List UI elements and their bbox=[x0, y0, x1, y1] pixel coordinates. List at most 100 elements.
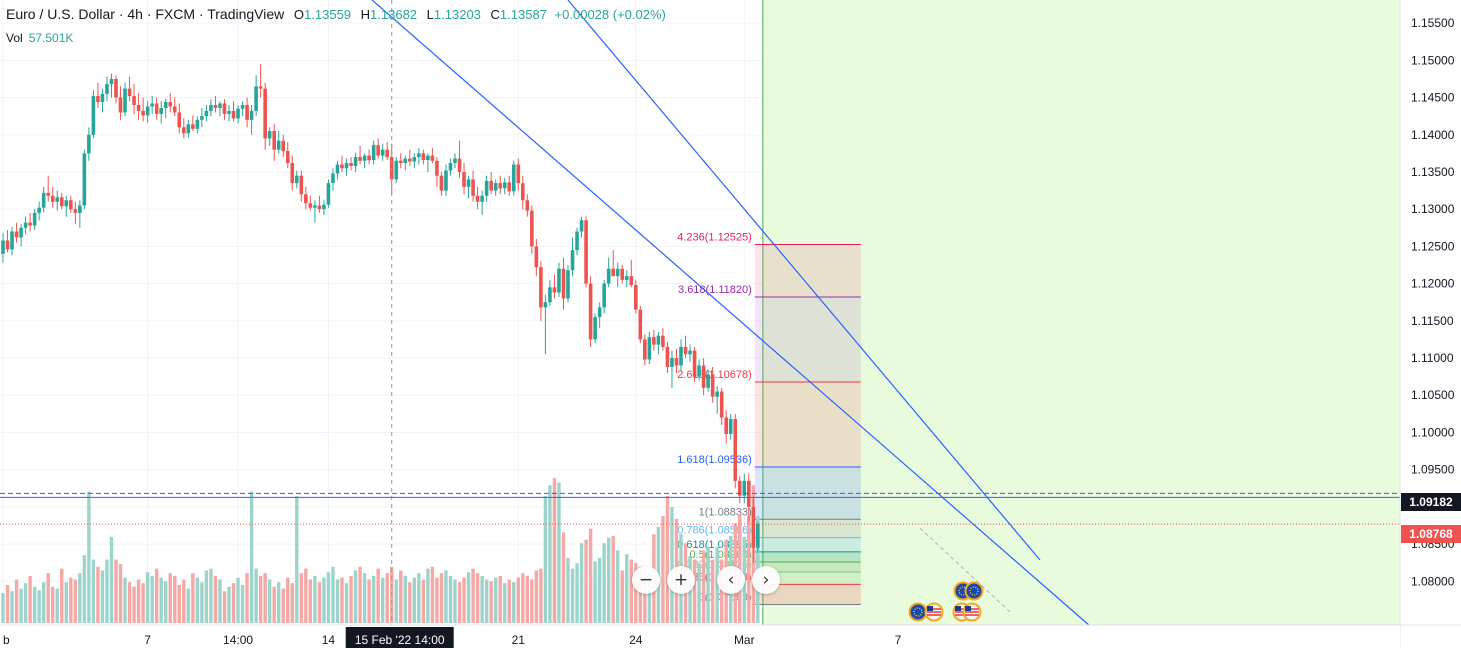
candle-body bbox=[602, 283, 606, 308]
candle-body bbox=[353, 157, 358, 167]
candle-body bbox=[426, 155, 430, 161]
volume-bar bbox=[272, 586, 276, 623]
price-axis[interactable]: 1.15500 1.15000 1.14500 1.14000 1.13500 1.130… bbox=[1399, 0, 1461, 648]
volume-bar bbox=[218, 579, 222, 623]
fib-level-label: 0.786(1.08586) bbox=[677, 525, 752, 537]
target-zone bbox=[762, 0, 1400, 625]
fib-band bbox=[754, 551, 861, 562]
zoom-out-button[interactable]: − bbox=[632, 566, 660, 594]
eu-flag-circle bbox=[908, 602, 928, 622]
volume-bar bbox=[561, 532, 566, 623]
candle-body bbox=[444, 170, 448, 191]
volume-legend: Vol 57.501K bbox=[6, 31, 73, 45]
candle-body bbox=[222, 103, 227, 114]
candle-body bbox=[742, 480, 747, 496]
trend-channel[interactable] bbox=[371, 0, 1091, 627]
candle-body bbox=[118, 97, 123, 113]
candle-body bbox=[23, 222, 28, 228]
candle-body bbox=[249, 110, 254, 120]
time-tick-label: 14:00 bbox=[223, 633, 253, 647]
candle-body bbox=[154, 103, 159, 114]
candle-body bbox=[317, 205, 322, 210]
volume-bar bbox=[530, 579, 534, 623]
candle-body bbox=[50, 195, 55, 202]
volume-bar bbox=[417, 573, 421, 623]
time-tick-label: 7 bbox=[144, 633, 151, 647]
volume-bar bbox=[516, 577, 520, 623]
volume-bar bbox=[46, 573, 50, 623]
close-value: 1.13587 bbox=[499, 7, 547, 22]
volume-bar bbox=[616, 550, 620, 623]
candle-body bbox=[493, 183, 498, 191]
volume-bar bbox=[719, 559, 724, 623]
candle-body bbox=[525, 200, 530, 211]
fib-level-label: 2.618(1.10678) bbox=[677, 369, 752, 381]
volume-bar bbox=[236, 577, 240, 623]
candle-body bbox=[168, 102, 173, 107]
price-tick-label: 1.10500 bbox=[1411, 388, 1455, 402]
scroll-right-button[interactable]: › bbox=[752, 566, 780, 594]
candle-body bbox=[403, 158, 408, 164]
candle-body bbox=[295, 175, 299, 184]
candle-body bbox=[163, 102, 168, 108]
volume-bar bbox=[566, 557, 570, 623]
candle-body bbox=[548, 287, 552, 303]
volume-bar bbox=[344, 583, 349, 623]
volume-bar bbox=[593, 561, 597, 623]
crosshair-time-label-bg bbox=[345, 627, 454, 648]
candle-body bbox=[462, 171, 466, 187]
volume-bar bbox=[747, 516, 751, 623]
candle-body bbox=[254, 86, 258, 111]
volume-bar bbox=[543, 496, 548, 623]
volume-bar bbox=[227, 586, 231, 623]
volume-bar bbox=[263, 573, 267, 623]
time-axis-bg bbox=[0, 625, 1400, 648]
volume-bar bbox=[154, 568, 159, 623]
volume-bar bbox=[498, 575, 502, 623]
eu-flag-icon bbox=[964, 581, 984, 601]
high-value: 1.13682 bbox=[370, 7, 418, 22]
time-axis[interactable]: b 7 14:00 14 21 24 Mar 7 15 Feb '22 14:00 bbox=[0, 624, 1461, 648]
candle-body bbox=[64, 200, 69, 207]
fib-band bbox=[754, 381, 861, 467]
price-tick-label: 1.12500 bbox=[1411, 239, 1455, 253]
candle-body bbox=[575, 231, 579, 251]
volume-bar bbox=[394, 579, 398, 623]
candle-body bbox=[308, 203, 313, 208]
volume-value: 57.501K bbox=[28, 31, 74, 45]
volume-bar bbox=[638, 566, 643, 623]
candle-body bbox=[141, 110, 145, 116]
volume-bar bbox=[73, 579, 78, 623]
candle-body bbox=[14, 231, 19, 238]
candle-body bbox=[358, 157, 362, 161]
volume-bar bbox=[159, 577, 163, 623]
candle-body bbox=[737, 480, 742, 496]
volume-bar bbox=[507, 579, 511, 623]
change-value: +0.00028 (+0.02%) bbox=[554, 7, 666, 22]
candle-body bbox=[398, 160, 403, 164]
candle-body bbox=[588, 283, 593, 340]
price-tick-label: 1.12000 bbox=[1411, 277, 1455, 291]
candle-body bbox=[236, 108, 240, 119]
volume-bar bbox=[380, 577, 385, 623]
fib-band bbox=[754, 296, 861, 382]
candle-body bbox=[656, 335, 661, 345]
candle-body bbox=[408, 158, 412, 162]
volume-bar bbox=[322, 577, 326, 623]
us-flag-icon bbox=[924, 602, 944, 622]
volume-bar bbox=[132, 586, 136, 623]
eu-flag-icon bbox=[908, 602, 928, 622]
volume-bar bbox=[313, 575, 317, 623]
zoom-in-button[interactable]: + bbox=[667, 566, 695, 594]
candle-body bbox=[665, 346, 670, 367]
scroll-left-button[interactable]: ‹ bbox=[717, 566, 745, 594]
candle-body bbox=[276, 140, 281, 150]
candle-body bbox=[200, 116, 204, 120]
candle-body bbox=[331, 173, 335, 184]
crosshair-time-label: 15 Feb '22 14:00 bbox=[355, 633, 445, 647]
volume-bar bbox=[195, 577, 200, 623]
candle-body bbox=[728, 419, 733, 434]
economic-event-icons[interactable] bbox=[908, 581, 984, 622]
candle-body bbox=[557, 268, 561, 293]
